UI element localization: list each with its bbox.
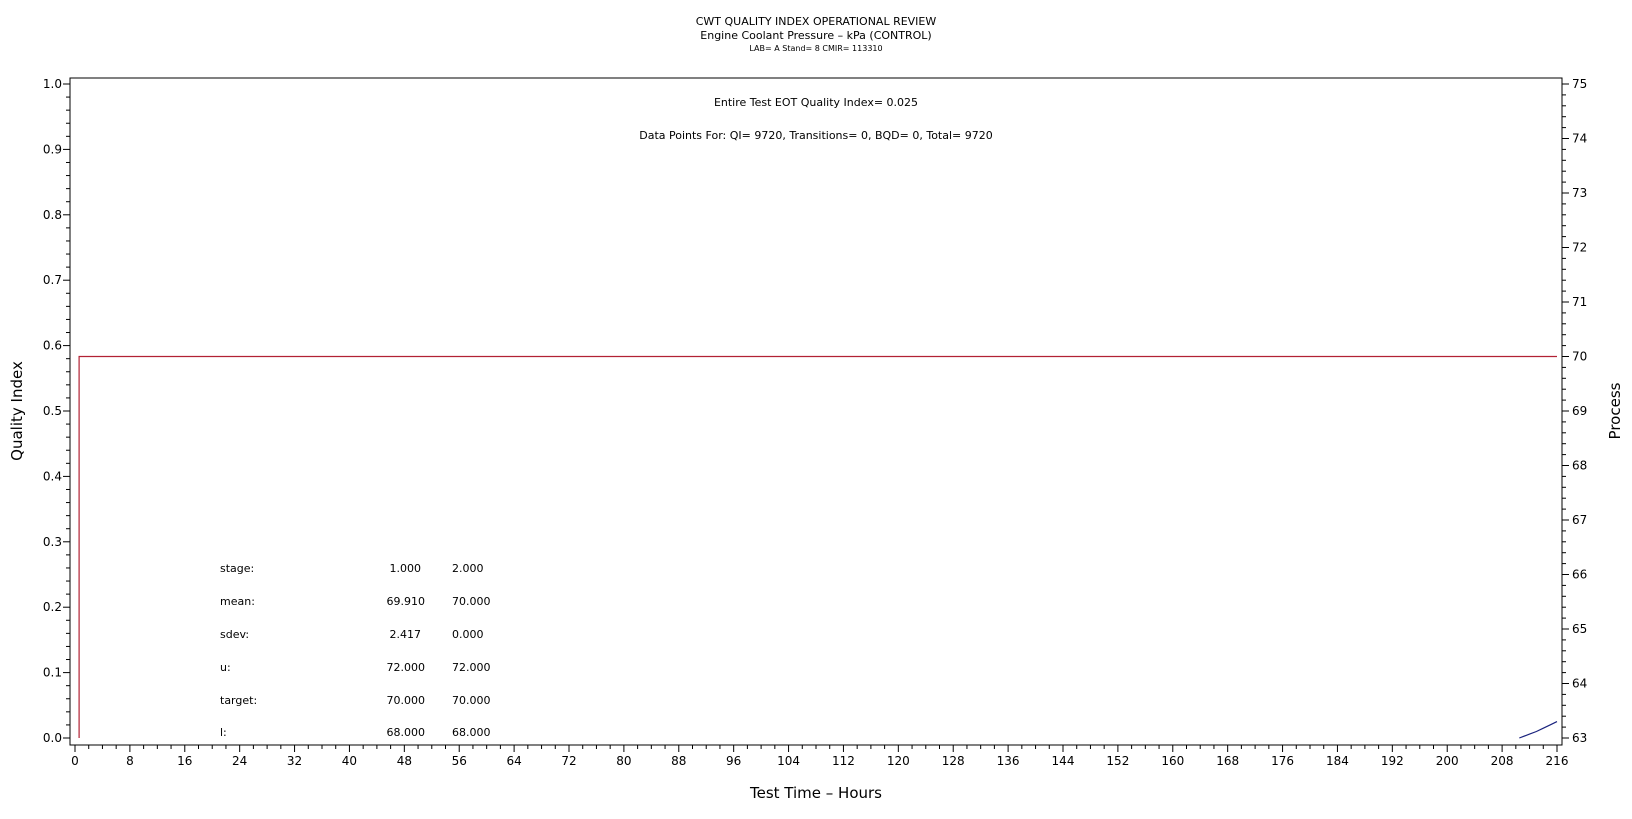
process-series-line	[78, 355, 1557, 738]
x-tick-label: 0	[71, 754, 79, 768]
stats-label: stage:	[220, 562, 254, 575]
x-tick-label: 64	[506, 754, 521, 768]
stats-value-stage1: 72.000	[387, 661, 426, 674]
y2-tick-label: 67	[1572, 513, 1587, 527]
y2-tick-label: 66	[1572, 568, 1587, 582]
y2-axis-label: Process	[1606, 382, 1624, 439]
x-tick-label: 152	[1106, 754, 1129, 768]
stats-label: l:	[220, 726, 227, 739]
y-tick-label: 0.6	[43, 339, 62, 353]
chart-header: CWT QUALITY INDEX OPERATIONAL REVIEW Eng…	[696, 15, 937, 53]
x-tick-label: 104	[777, 754, 800, 768]
x-tick-label: 144	[1052, 754, 1075, 768]
x-tick-label: 128	[942, 754, 965, 768]
y2-tick-label: 70	[1572, 350, 1587, 364]
stats-label: target:	[220, 694, 257, 707]
y-axis-label: Quality Index	[8, 361, 26, 461]
y-tick-label: 0.7	[43, 273, 62, 287]
x-tick-label: 40	[342, 754, 357, 768]
y2-tick-label: 65	[1572, 622, 1587, 636]
x-tick-label: 184	[1326, 754, 1349, 768]
x-tick-label: 176	[1271, 754, 1294, 768]
x-tick-label: 48	[397, 754, 412, 768]
series-layer	[78, 355, 1558, 739]
quality-index-series-line	[1519, 721, 1558, 739]
y-tick-label: 0.8	[43, 208, 62, 222]
y-tick-label: 0.4	[43, 469, 62, 483]
x-tick-label: 168	[1216, 754, 1239, 768]
y2-tick-label: 63	[1572, 731, 1587, 745]
x-tick-label: 80	[616, 754, 631, 768]
stats-label: u:	[220, 661, 231, 674]
y-tick-label: 0.1	[43, 666, 62, 680]
x-axis: 0 8 16 24 32 40 48 56 64 72 80 88 96 104 112 120 128 136 1…	[70, 744, 1569, 768]
x-tick-label: 72	[561, 754, 576, 768]
x-tick-label: 200	[1436, 754, 1459, 768]
plot-frame	[69, 77, 1563, 746]
stats-label: mean:	[220, 595, 255, 608]
x-tick-label: 112	[832, 754, 855, 768]
y2-tick-label: 74	[1572, 132, 1587, 146]
x-tick-label: 160	[1161, 754, 1184, 768]
stats-value-stage1: 2.417	[390, 628, 422, 641]
x-tick-label: 8	[126, 754, 134, 768]
y-tick-label: 0.2	[43, 600, 62, 614]
stats-value-stage2: 70.000	[452, 595, 491, 608]
x-tick-label: 208	[1491, 754, 1514, 768]
x-tick-label: 56	[452, 754, 467, 768]
y-axis-left: 0.0 0.1 0.2 0.3 0.4 0.5 0.6 0.7 0.8 0.9 1.0	[43, 77, 71, 745]
x-tick-label: 192	[1381, 754, 1404, 768]
y-tick-label: 0.9	[43, 142, 62, 156]
x-tick-label: 88	[671, 754, 686, 768]
stats-label: sdev:	[220, 628, 249, 641]
y-tick-label: 0.0	[43, 731, 62, 745]
x-tick-label: 32	[287, 754, 302, 768]
y2-tick-label: 75	[1572, 77, 1587, 91]
stats-value-stage1: 69.910	[387, 595, 426, 608]
chart-subtitle: Engine Coolant Pressure – kPa (CONTROL)	[700, 29, 931, 42]
stats-value-stage1: 70.000	[387, 694, 426, 707]
stats-value-stage1: 1.000	[390, 562, 422, 575]
y2-tick-label: 71	[1572, 295, 1587, 309]
stats-value-stage2: 0.000	[452, 628, 484, 641]
y-tick-label: 0.3	[43, 535, 62, 549]
chart-title: CWT QUALITY INDEX OPERATIONAL REVIEW	[696, 15, 937, 28]
x-tick-label: 136	[997, 754, 1020, 768]
stats-value-stage2: 70.000	[452, 694, 491, 707]
x-tick-label: 216	[1546, 754, 1569, 768]
y-axis-right: 63 64 65 66 67 68 69 70 71 72 73 74 75	[1561, 77, 1587, 745]
x-tick-label: 120	[887, 754, 910, 768]
y-tick-label: 0.5	[43, 404, 62, 418]
y2-tick-label: 73	[1572, 186, 1587, 200]
y2-tick-label: 68	[1572, 459, 1587, 473]
stats-table: stage: 1.000 2.000 mean: 69.910 70.000 s…	[220, 562, 491, 739]
stats-value-stage2: 68.000	[452, 726, 491, 739]
y2-tick-label: 64	[1572, 677, 1587, 691]
chart-sub-subtitle: LAB= A Stand= 8 CMIR= 113310	[749, 44, 882, 53]
stats-value-stage2: 72.000	[452, 661, 491, 674]
x-tick-label: 24	[232, 754, 247, 768]
data-points-annotation: Data Points For: QI= 9720, Transitions= …	[639, 129, 993, 142]
y2-tick-label: 72	[1572, 241, 1587, 255]
y2-tick-label: 69	[1572, 404, 1587, 418]
x-tick-label: 16	[177, 754, 192, 768]
stats-value-stage1: 68.000	[387, 726, 426, 739]
y-tick-label: 1.0	[43, 77, 62, 91]
x-axis-label: Test Time – Hours	[749, 784, 882, 802]
x-tick-label: 96	[726, 754, 741, 768]
quality-index-annotation: Entire Test EOT Quality Index= 0.025	[714, 96, 918, 109]
stats-value-stage2: 2.000	[452, 562, 484, 575]
